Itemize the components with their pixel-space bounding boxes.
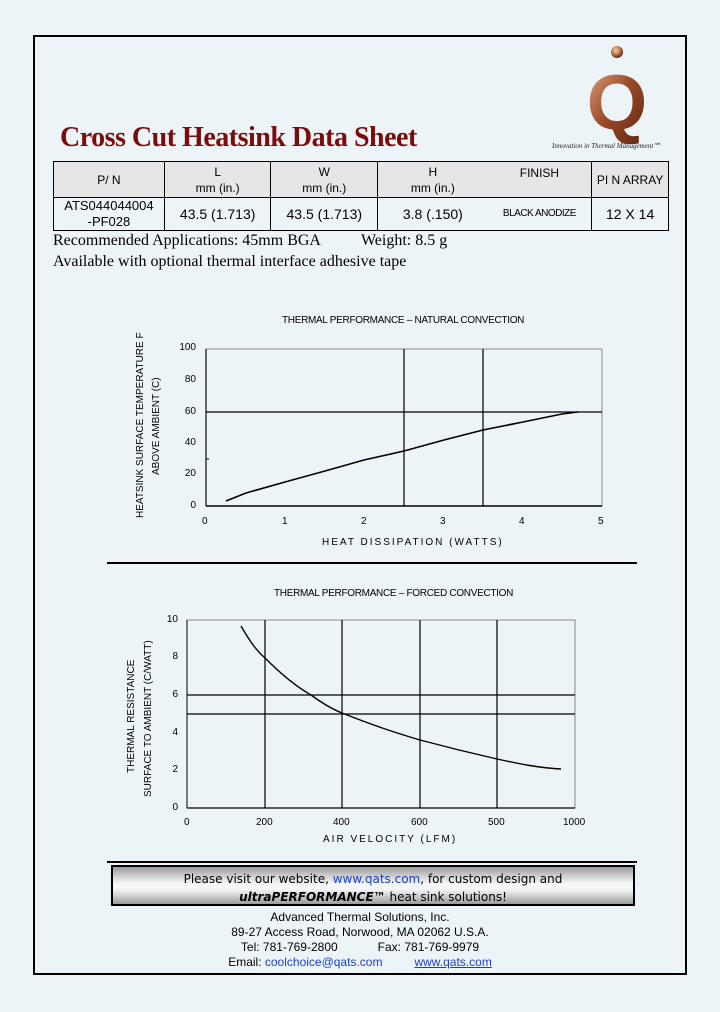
y-tick: 80 (184, 374, 196, 385)
recommended-applications: Recommended Applications: 45mm BGA (53, 232, 321, 249)
svg-text:Q: Q (587, 58, 648, 144)
y-tick: 0 (190, 500, 196, 511)
y-tick: 60 (184, 406, 196, 417)
banner-website-link[interactable]: www.qats.com (332, 872, 421, 886)
chart-forced-ylabel-2: SURFACE TO AMBIENT (C/WATT) (143, 640, 154, 797)
page-title: Cross Cut Heatsink Data Sheet (60, 122, 417, 153)
chart-forced-ylabel-1: THERMAL RESISTANCE (126, 659, 137, 773)
header-pin-array: PI N ARRAY (591, 161, 669, 198)
x-tick: 5 (598, 516, 604, 527)
cell-pin-array: 12 X 14 (591, 197, 669, 231)
cell-finish: BLACK ANODIZE (487, 197, 593, 231)
company-tagline: Innovation in Thermal Management℠ (552, 142, 661, 150)
x-tick: 3 (440, 516, 446, 527)
x-tick: 1 (282, 516, 288, 527)
x-tick: 400 (333, 817, 350, 828)
company-contact: Advanced Thermal Solutions, Inc. 89-27 A… (200, 910, 520, 970)
x-tick: 0 (202, 516, 208, 527)
table-row: ATS044044004 -PF028 43.5 (1.713) 43.5 (1.… (53, 197, 669, 231)
chart-forced-xlabel: AIR VELOCITY (LFM) (323, 834, 458, 845)
telephone: Tel: 781-769-2800 (240, 940, 338, 954)
website-link[interactable]: www.qats.com (414, 955, 492, 969)
header-pn: P/ N (53, 161, 165, 198)
section-divider (107, 861, 637, 863)
website-banner: Please visit our website, www.qats.com, … (111, 865, 635, 906)
y-tick: 40 (184, 437, 196, 448)
cell-pn: ATS044044004 -PF028 (53, 197, 165, 231)
chart-natural-title: THERMAL PERFORMANCE – NATURAL CONVECTION (282, 315, 525, 326)
chart-natural-ylabel-1: HEATSINK SURFACE TEMPERATURE F (135, 332, 146, 518)
applications-line: Recommended Applications: 45mm BGA Weight… (53, 232, 447, 250)
email-link[interactable]: coolchoice@qats.com (264, 955, 383, 969)
company-name: Advanced Thermal Solutions, Inc. (270, 910, 450, 924)
x-tick: 1000 (563, 817, 586, 828)
company-logo-q-icon: Q (587, 46, 648, 144)
cell-height: 3.8 (.150) (377, 197, 488, 231)
cell-length: 43.5 (1.713) (163, 197, 272, 231)
x-tick: 600 (411, 817, 428, 828)
x-tick: 200 (256, 817, 273, 828)
cell-width: 43.5 (1.713) (270, 197, 379, 231)
phone-fax-line: Tel: 781-769-2800 Fax: 781-769-9979 (200, 940, 520, 955)
y-tick: 2 (172, 764, 178, 775)
chart-forced-title: THERMAL PERFORMANCE – FORCED CONVECTION (274, 588, 514, 599)
y-tick: 4 (172, 727, 178, 738)
x-tick: 500 (488, 817, 505, 828)
y-tick: 6 (172, 689, 178, 700)
weight: Weight: 8.5 g (360, 232, 448, 249)
section-divider (107, 562, 637, 564)
email-web-line: Email: coolchoice@qats.com www.qats.com (228, 955, 492, 969)
chart-natural-ylabel-2: ABOVE AMBIENT (C) (151, 377, 162, 475)
x-tick: 4 (519, 516, 525, 527)
header-finish: FINISH (487, 161, 593, 198)
company-address: 89-27 Access Road, Norwood, MA 02062 U.S… (231, 925, 489, 939)
y-tick: 8 (172, 651, 178, 662)
fax: Fax: 781-769-9979 (377, 940, 480, 954)
chart-natural-xlabel: HEAT DISSIPATION (WATTS) (322, 537, 504, 548)
page-frame (33, 35, 687, 975)
x-tick: 2 (361, 516, 367, 527)
x-tick: 0 (184, 817, 190, 828)
y-tick: 10 (166, 614, 178, 625)
adhesive-tape-note: Available with optional thermal interfac… (53, 253, 407, 270)
y-tick: 100 (179, 342, 196, 353)
y-tick: 0 (172, 802, 178, 813)
y-tick: 20 (184, 468, 196, 479)
